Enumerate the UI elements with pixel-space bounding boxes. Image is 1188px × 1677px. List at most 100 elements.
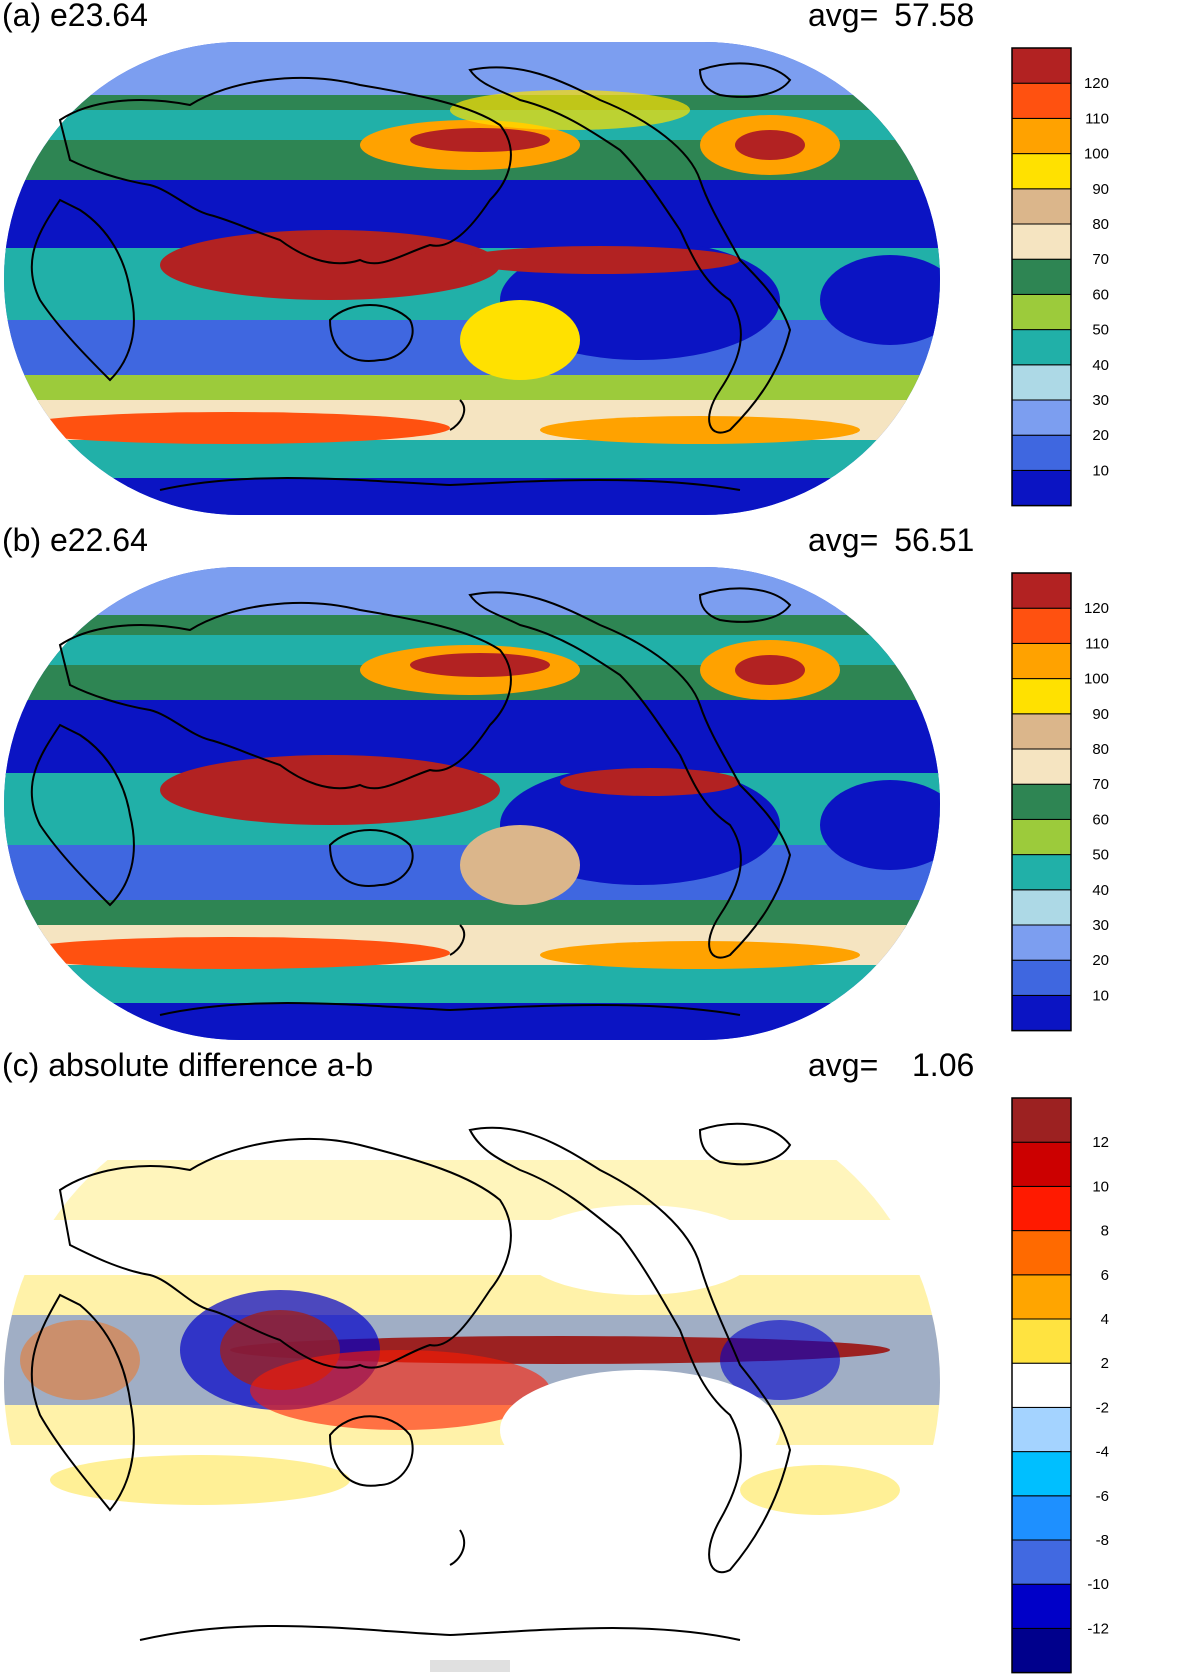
colorbar-swatch-2-2 — [1011, 1539, 1072, 1585]
colorbar-tick-2-10: 10 — [1092, 1178, 1109, 1195]
colorbar-tick-1-9: 100 — [1084, 671, 1109, 688]
colorbar-tick-0-9: 100 — [1084, 146, 1109, 163]
colorbar-swatch-2-11 — [1011, 1141, 1072, 1187]
panel-b-title: (b) e22.64 — [2, 522, 148, 558]
colorbar-swatch-2-12 — [1011, 1097, 1072, 1143]
colorbar-swatch-1-12 — [1011, 572, 1072, 609]
colorbar-outline-1 — [1011, 572, 1072, 1032]
colorbar-swatch-1-4 — [1011, 854, 1072, 891]
colorbar-swatch-2-3 — [1011, 1495, 1072, 1541]
colorbar-tick-2-7: 4 — [1101, 1311, 1109, 1328]
colorbar-swatch-2-10 — [1011, 1185, 1072, 1232]
panel-c-ice-strip — [430, 1660, 510, 1672]
panel-a-title: (a) e23.64 — [2, 0, 148, 33]
colorbar-tick-2-9: 8 — [1101, 1223, 1109, 1240]
colorbar-swatch-0-12 — [1011, 47, 1072, 84]
panel-b-plot: 10 20 30 40 50 60 70 80 90 100 110 120 — [4, 567, 1109, 1040]
colorbar-swatch-1-10 — [1011, 642, 1072, 680]
colorbar-swatch-1-6 — [1011, 783, 1072, 820]
colorbar-swatch-2-8 — [1011, 1274, 1072, 1320]
panel-b-avg-value: 56.51 — [894, 522, 975, 558]
colorbar-tick-0-11: 120 — [1084, 75, 1109, 92]
colorbar-swatch-1-9 — [1011, 678, 1072, 715]
panel-c-plot: -12 -10 -8 -6 -4 -2 2 4 6 8 10 12 — [4, 1092, 1109, 1674]
colorbar-tick-0-5: 60 — [1092, 286, 1109, 303]
colorbar-swatch-0-0 — [1011, 469, 1072, 507]
colorbar-swatch-1-7 — [1011, 748, 1072, 785]
colorbar-swatch-0-4 — [1011, 329, 1072, 366]
colorbar-swatch-0-8 — [1011, 188, 1072, 225]
colorbar-swatch-1-1 — [1011, 959, 1072, 996]
panel-a-map — [4, 42, 940, 515]
colorbar-tick-2-0: -12 — [1087, 1620, 1109, 1637]
colorbar-tick-1-3: 40 — [1092, 882, 1109, 899]
colorbar-tick-1-7: 80 — [1092, 741, 1109, 758]
colorbar-tick-2-5: -2 — [1096, 1399, 1109, 1416]
colorbar-tick-0-10: 110 — [1085, 110, 1109, 127]
panel-a-colorbar: 10 20 30 40 50 60 70 80 90 100 110 120 — [1011, 47, 1109, 507]
panel-b-colorbar: 10 20 30 40 50 60 70 80 90 100 110 120 — [1011, 572, 1109, 1032]
colorbar-tick-1-11: 120 — [1084, 600, 1109, 617]
panel-a: (a) e23.64 avg= 57.58 — [0, 0, 1188, 525]
colorbar-tick-1-2: 30 — [1092, 917, 1109, 934]
colorbar-swatch-0-6 — [1011, 258, 1072, 295]
panel-c-colorbar: -12 -10 -8 -6 -4 -2 2 4 6 8 10 12 — [1011, 1097, 1109, 1674]
panel-b-avg: avg= 56.51 — [808, 522, 974, 559]
colorbar-swatch-0-1 — [1011, 434, 1072, 471]
colorbar-swatch-0-3 — [1011, 364, 1072, 401]
panel-b-avg-label: avg= — [808, 522, 879, 558]
colorbar-swatch-1-5 — [1011, 818, 1072, 856]
colorbar-tick-2-11: 12 — [1092, 1134, 1109, 1151]
colorbar-outline-2 — [1011, 1097, 1072, 1674]
colorbar-swatch-0-7 — [1011, 223, 1072, 260]
colorbar-tick-2-1: -10 — [1087, 1576, 1109, 1593]
colorbar-tick-1-1: 20 — [1092, 952, 1109, 969]
colorbar-tick-2-6: 2 — [1101, 1355, 1109, 1372]
panel-c-map — [4, 1092, 940, 1672]
colorbar-tick-2-3: -6 — [1096, 1488, 1109, 1505]
colorbar-tick-2-4: -4 — [1096, 1444, 1109, 1461]
colorbar-swatch-1-3 — [1011, 889, 1072, 926]
colorbar-swatch-2-6 — [1011, 1362, 1072, 1408]
panel-a-coastlines — [30, 62, 792, 491]
colorbar-tick-0-4: 50 — [1092, 322, 1109, 339]
colorbar-swatch-2-4 — [1011, 1451, 1072, 1497]
panel-c-avg-value: 1.06 — [912, 1047, 975, 1083]
colorbar-tick-0-1: 20 — [1092, 427, 1109, 444]
panel-b-map — [4, 567, 940, 1040]
colorbar-swatch-2-0 — [1011, 1627, 1072, 1674]
panel-c-coastlines — [30, 1122, 792, 1641]
panel-b-coastlines — [30, 587, 792, 1016]
panel-a-avg-label: avg= — [808, 0, 879, 33]
panel-a-plot: 10 20 30 40 50 60 70 80 90 100 110 120 — [4, 42, 1109, 515]
colorbar-tick-2-8: 6 — [1101, 1267, 1109, 1284]
colorbar-tick-0-6: 70 — [1092, 251, 1109, 268]
colorbar-tick-0-7: 80 — [1092, 216, 1109, 233]
colorbar-swatch-2-5 — [1011, 1406, 1072, 1453]
colorbar-tick-1-6: 70 — [1092, 776, 1109, 793]
colorbar-swatch-0-2 — [1011, 399, 1072, 436]
panel-c-title: (c) absolute difference a-b — [2, 1047, 374, 1083]
colorbar-tick-1-4: 50 — [1092, 847, 1109, 864]
colorbar-swatch-0-5 — [1011, 293, 1072, 331]
colorbar-tick-1-8: 90 — [1092, 706, 1109, 723]
colorbar-tick-1-0: 10 — [1092, 987, 1109, 1004]
colorbar-tick-0-0: 10 — [1092, 462, 1109, 479]
colorbar-swatch-1-8 — [1011, 713, 1072, 750]
panel-c-avg: avg= 1.06 — [808, 1047, 974, 1084]
colorbar-tick-0-2: 30 — [1092, 392, 1109, 409]
colorbar-swatch-0-9 — [1011, 153, 1072, 190]
colorbar-swatch-2-9 — [1011, 1230, 1072, 1276]
panel-c: (c) absolute difference a-b avg= 1.06 — [0, 1047, 1188, 1677]
colorbar-swatch-0-10 — [1011, 117, 1072, 155]
colorbar-outline-0 — [1011, 47, 1072, 507]
colorbar-swatch-1-2 — [1011, 924, 1072, 961]
panel-b: (b) e22.64 avg= 56.51 — [0, 522, 1188, 1050]
colorbar-tick-1-10: 110 — [1085, 635, 1109, 652]
colorbar-tick-0-8: 90 — [1092, 181, 1109, 198]
colorbar-tick-1-5: 60 — [1092, 811, 1109, 828]
panel-a-avg-value: 57.58 — [894, 0, 975, 33]
panel-a-avg: avg= 57.58 — [808, 0, 974, 34]
colorbar-swatch-2-1 — [1011, 1583, 1072, 1629]
colorbar-swatch-1-11 — [1011, 607, 1072, 644]
